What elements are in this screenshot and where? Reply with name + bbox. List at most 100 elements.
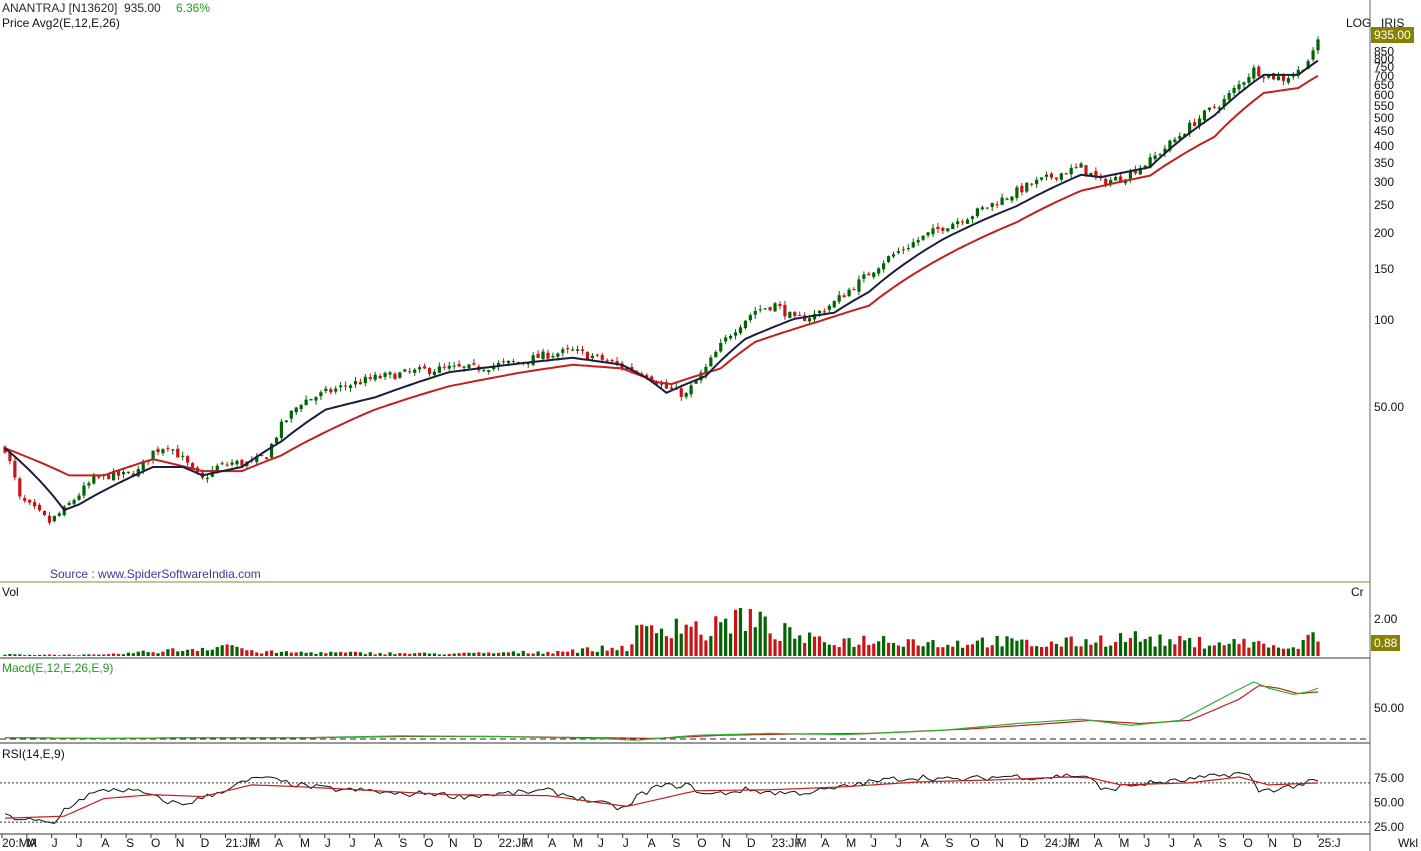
candle-body (353, 381, 358, 385)
volume-bar (334, 652, 338, 656)
volume-bar (1192, 647, 1197, 656)
volume-bar (151, 652, 155, 656)
candle-body (1276, 76, 1281, 81)
volume-bar (205, 650, 209, 656)
candle-body (1173, 139, 1177, 142)
volume-bar (398, 653, 402, 656)
volume-bar (1094, 642, 1098, 656)
candle-body (265, 457, 269, 460)
volume-bar (1128, 638, 1133, 656)
volume-bar (77, 655, 81, 656)
x-tick-label: N (722, 836, 731, 850)
volume-bar (186, 649, 190, 656)
volume-bar (1168, 639, 1172, 656)
x-tick-label: D (201, 836, 210, 850)
candle-body (452, 365, 456, 367)
candle-body (1094, 171, 1098, 177)
volume-bar (1069, 636, 1073, 656)
volume-bar (595, 651, 599, 656)
volume-bar (1227, 643, 1231, 656)
volume-bar (1188, 638, 1192, 656)
volume-bar (437, 654, 441, 656)
candle-body (190, 463, 195, 468)
candle-body (467, 364, 471, 369)
volume-bar (23, 655, 27, 656)
volume-bar (605, 650, 609, 656)
candle-body (1089, 172, 1093, 176)
x-tick-label: N (1268, 836, 1277, 850)
candle-body (852, 289, 856, 291)
candle-body (1202, 110, 1207, 121)
volume-bar (842, 638, 846, 656)
x-tick-label: O (970, 836, 979, 850)
volume-bar (1114, 641, 1118, 656)
volume-bar (373, 654, 377, 656)
volume-bar (121, 654, 126, 656)
candle-body (156, 448, 160, 453)
candle-body (1074, 166, 1078, 168)
candle-body (304, 399, 308, 406)
volume-bar (995, 635, 999, 656)
x-tick-label: S (1219, 836, 1227, 850)
volume-bar (358, 652, 362, 656)
candle-body (141, 461, 145, 471)
volume-bar (729, 633, 733, 656)
log-scale-toggle[interactable]: LOG (1346, 16, 1372, 30)
macd-line (5, 681, 1319, 741)
candle-body (600, 355, 604, 360)
candle-body (334, 388, 338, 392)
volume-bar (906, 639, 910, 656)
rsi-tick-label: 75.00 (1374, 771, 1404, 785)
candle-body (294, 407, 298, 413)
volume-bar (694, 621, 698, 656)
volume-bar (882, 636, 886, 656)
volume-bar (1109, 645, 1113, 656)
candle-body (403, 369, 407, 372)
candle-body (1271, 73, 1276, 80)
x-tick-label: 23:JF (772, 836, 802, 850)
x-tick-label: O (1244, 836, 1253, 850)
volume-bar (92, 654, 96, 656)
x-tick-label: M (300, 836, 310, 850)
candle-body (111, 471, 116, 481)
candle-body (487, 370, 491, 372)
volume-bar (1202, 648, 1207, 656)
price-tick-label: 250 (1374, 198, 1394, 212)
candle-body (3, 446, 7, 453)
candle-body (536, 353, 540, 358)
volume-bar (793, 638, 797, 656)
volume-bar (472, 652, 476, 656)
x-tick-label: A (921, 836, 929, 850)
candle-body (1064, 173, 1068, 175)
candle-body (116, 470, 121, 476)
candle-body (52, 515, 56, 522)
volume-bar (511, 651, 516, 656)
rsi-label: RSI(14,E,9) (2, 747, 65, 761)
candle-body (753, 310, 757, 315)
candle-body (501, 361, 506, 363)
candle-body (13, 460, 17, 478)
volume-bar (798, 635, 802, 656)
x-tick-label: M (1070, 836, 1080, 850)
volume-bar (1133, 631, 1137, 656)
volume-bar (679, 633, 683, 656)
candle-body (1232, 88, 1236, 94)
volume-bar (462, 652, 466, 656)
candle-body (393, 373, 397, 380)
candle-body (1281, 75, 1286, 81)
volume-bar (1247, 647, 1251, 656)
candle-body (260, 454, 264, 456)
volume-bar (1118, 633, 1123, 656)
volume-bar (477, 652, 481, 656)
candle-body (901, 249, 905, 251)
candle-body (398, 372, 402, 378)
volume-bar (1089, 644, 1093, 656)
volume-bar (1217, 642, 1221, 656)
candle-body (1168, 140, 1172, 151)
candle-body (269, 443, 274, 458)
x-tick-label: D (1293, 836, 1302, 850)
candle-body (324, 388, 328, 392)
period-label[interactable]: Wkl (1398, 836, 1418, 850)
candle-body (1000, 197, 1004, 205)
